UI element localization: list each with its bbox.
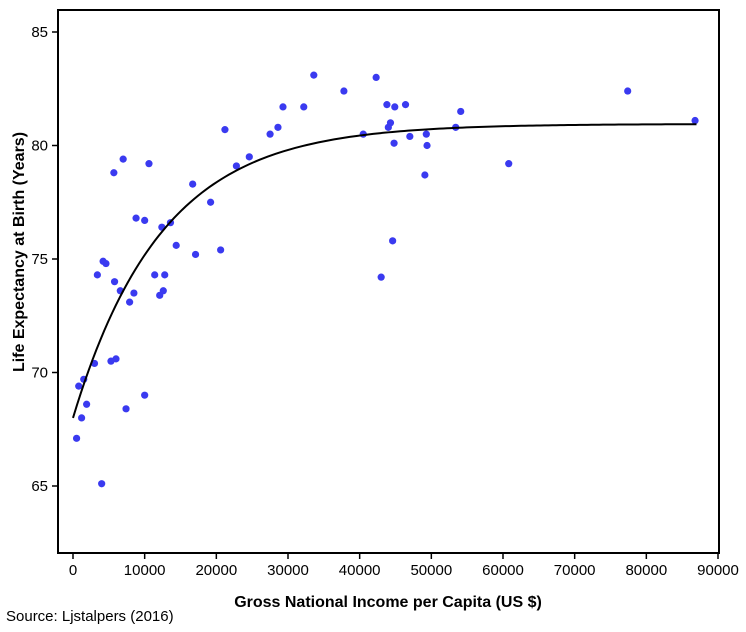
data-point [110,278,119,286]
data-point [300,103,308,111]
data-point [141,216,149,225]
data-point [457,107,465,116]
data-point [423,141,431,150]
data-point [401,101,410,109]
data-point [75,382,83,390]
data-point [372,73,380,81]
y-axis-title: Life Expectancy at Birth (Years) [11,132,28,372]
data-point [386,119,395,127]
data-point [130,289,138,297]
data-point [151,271,159,279]
data-point [93,271,101,279]
data-point [72,434,81,442]
data-point [191,250,200,259]
data-point [78,414,86,422]
x-tick-label: 0 [69,562,77,579]
x-axis: 0 10000 20000 30000 40000 50000 60000 70000 8000… [69,553,739,579]
data-point [421,171,429,179]
data-point [189,180,197,188]
data-point [310,71,318,79]
y-tick-label: 80 [31,138,48,155]
data-point [112,355,120,363]
data-point [161,271,169,279]
plot-frame [57,9,720,554]
data-point [126,298,134,306]
data-point [624,87,632,95]
x-tick-label: 90000 [697,562,739,579]
fit-curve [72,123,697,419]
data-point [159,287,167,295]
data-point [422,130,430,138]
x-tick-label: 40000 [339,562,381,579]
data-point [389,237,397,245]
data-point [102,259,110,268]
data-point [98,480,106,488]
data-point [119,155,127,163]
y-tick-label: 85 [31,24,48,41]
data-points [72,71,699,488]
data-point [132,214,140,222]
x-axis-title: Gross National Income per Capita (US $) [234,594,542,611]
source-note: Source: Ljstalpers (2016) [6,608,174,625]
data-point [172,241,180,249]
x-tick-label: 50000 [410,562,452,579]
data-point [274,123,282,131]
data-point [221,126,229,134]
y-axis: 65 70 75 80 85 [31,24,58,495]
data-point [377,273,385,281]
data-point [83,400,91,408]
y-tick-label: 65 [31,478,48,495]
data-point [232,162,240,170]
data-point [390,139,398,147]
data-point [122,405,130,413]
data-point [141,391,149,399]
data-point [245,153,253,161]
data-point [110,169,118,177]
x-tick-label: 70000 [554,562,596,579]
data-point [266,130,274,138]
x-tick-label: 10000 [124,562,166,579]
x-tick-label: 30000 [267,562,309,579]
x-tick-label: 80000 [625,562,667,579]
y-tick-label: 75 [31,251,48,268]
y-tick-label: 70 [31,365,48,382]
data-point [691,116,699,125]
data-point [406,132,414,141]
data-point [279,103,287,111]
x-tick-label: 60000 [482,562,524,579]
data-point [340,87,348,95]
data-point [383,101,391,109]
data-point [207,198,215,206]
data-point [217,246,225,254]
x-tick-label: 20000 [195,562,237,579]
data-point [145,160,153,168]
data-point [505,160,513,168]
data-point [391,103,399,111]
